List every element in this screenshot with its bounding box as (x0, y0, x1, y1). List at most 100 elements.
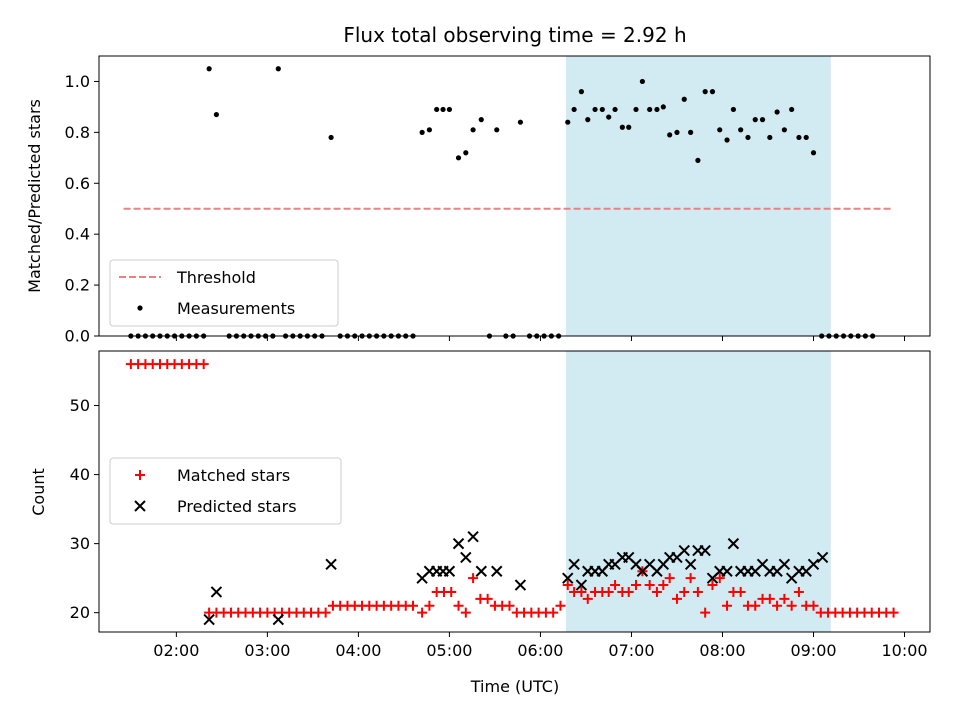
data-point (699, 544, 711, 557)
data-point (724, 137, 730, 143)
data-point (468, 573, 479, 584)
data-point (789, 106, 795, 113)
data-point (623, 586, 634, 597)
top-panel: 0.0 0.2 0.4 0.6 0.8 1.0 Threshold Measurements (65, 55, 931, 346)
data-point (810, 150, 817, 156)
data-point (585, 117, 591, 123)
legend-swatch (134, 500, 146, 512)
data-point (606, 114, 612, 120)
data-point (446, 106, 453, 113)
legend-label: Threshold (176, 268, 256, 287)
data-point (491, 565, 503, 577)
data-point (727, 537, 740, 550)
top-series-measurements (128, 66, 876, 339)
data-point (213, 111, 220, 118)
data-point (658, 580, 669, 591)
data-point (654, 106, 660, 113)
data-point (667, 132, 673, 138)
data-point (555, 600, 566, 611)
data-point (562, 580, 573, 591)
top-shaded-span (565, 56, 831, 336)
data-point (681, 96, 687, 102)
bottom-legend-box (109, 457, 342, 525)
legend-label: Matched stars (177, 466, 290, 485)
data-point (562, 572, 574, 584)
top-y-tick-label: 0.8 (65, 123, 90, 142)
data-point (446, 586, 457, 597)
data-point (514, 579, 527, 591)
top-y-tick-label: 0.4 (65, 225, 90, 244)
data-point (692, 586, 703, 597)
data-point (888, 607, 899, 618)
data-point (478, 117, 484, 123)
data-point (752, 117, 758, 123)
data-point (419, 129, 425, 135)
data-point (730, 106, 736, 113)
data-point (592, 106, 598, 113)
data-point (735, 586, 746, 597)
x-axis-label: Time (UTC) (470, 677, 559, 696)
top-legend: Threshold Measurements (109, 259, 339, 327)
top-y-tick-label: 0.6 (65, 174, 90, 193)
data-point (651, 586, 662, 597)
data-point (565, 119, 571, 125)
data-point (764, 593, 775, 604)
data-point (275, 66, 281, 72)
data-point (460, 551, 472, 564)
data-point (417, 607, 428, 618)
data-point (639, 78, 645, 85)
data-point (599, 106, 605, 113)
x-tick-label: 05:00 (426, 641, 472, 660)
data-point (198, 359, 209, 370)
x-tick-label: 08:00 (699, 641, 745, 660)
data-point (494, 127, 500, 133)
bottom-legend: Matched stars Predicted stars (109, 457, 342, 525)
data-point (644, 580, 655, 591)
data-point (738, 127, 744, 133)
x-tick-label: 02:00 (153, 641, 199, 660)
data-point (467, 531, 479, 543)
data-point (475, 565, 487, 577)
chart-title: Flux total observing time = 2.92 h (343, 23, 686, 47)
data-point (426, 127, 432, 133)
bottom-series-matched-stars (125, 359, 899, 618)
data-point (568, 558, 580, 571)
data-point (808, 600, 819, 611)
data-point (325, 558, 337, 571)
data-point (671, 593, 682, 604)
x-tick-label: 10:00 (881, 641, 927, 660)
data-point (674, 129, 680, 135)
data-point (610, 580, 621, 591)
data-point (779, 593, 790, 604)
data-point (517, 119, 524, 125)
x-tick-label: 04:00 (335, 641, 381, 660)
data-point (786, 600, 797, 611)
data-point (772, 600, 783, 611)
data-point (745, 134, 751, 141)
data-point (328, 134, 334, 141)
legend-label: Measurements (177, 299, 295, 318)
bottom-shaded-span (565, 351, 831, 632)
data-point (714, 573, 725, 584)
data-point (660, 104, 666, 110)
data-point (575, 579, 588, 591)
data-point (612, 106, 618, 113)
bottom-y-tick-label: 50 (70, 396, 90, 415)
data-point (781, 127, 787, 133)
data-point (633, 106, 639, 113)
data-point (460, 607, 471, 618)
data-point (679, 586, 690, 597)
top-y-axis-label: Matched/Predicted stars (25, 99, 44, 293)
bottom-axes-frame (98, 350, 931, 633)
data-point (408, 600, 419, 611)
data-point (424, 600, 435, 611)
data-point (470, 127, 476, 133)
data-point (482, 593, 493, 604)
data-point (750, 600, 761, 611)
bottom-y-tick-label: 30 (70, 534, 90, 553)
data-point (796, 134, 802, 141)
data-point (678, 544, 690, 557)
data-point (803, 134, 809, 141)
top-y-tick-label: 1.0 (65, 72, 90, 91)
